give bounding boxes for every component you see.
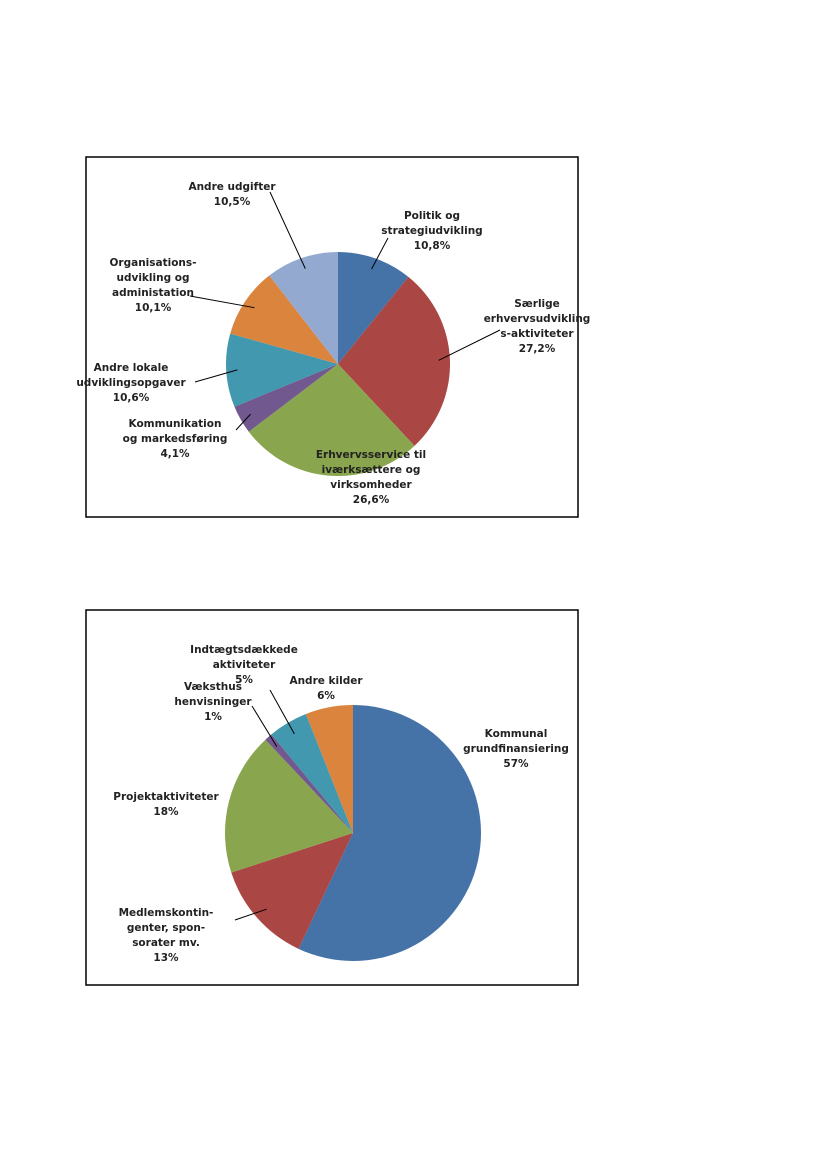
slice-label: Medlemskontin- [119,907,214,919]
slice-label: Projektaktiviteter [113,791,219,803]
pie-slice [230,275,338,364]
slice-label: administation [112,287,194,299]
slice-label: Politik og [404,210,460,222]
slice-label: udvikling og [117,272,190,284]
slice-label: Erhvervsservice til [316,449,426,461]
leader-line [269,191,306,269]
pie-slice [338,276,450,446]
slice-label: Kommunikation [129,418,222,430]
pie-slice [298,705,482,961]
slice-label: Indtægtsdækkede [190,644,298,656]
slice-label: Andre lokale [94,362,169,374]
leader-line [189,295,255,309]
pie-slice [265,734,353,833]
pie-slice [269,252,338,364]
slice-label: Særlige [514,298,560,310]
value-label: 10,8% [414,240,451,252]
value-label: 6% [317,690,335,702]
slice-label: Andre kilder [289,675,363,687]
slice-label: virksomheder [330,479,412,491]
leader-line [235,413,251,431]
leader-line [234,908,267,921]
slice-label: Væksthus [184,681,242,693]
slice-label: sorater mv. [132,937,200,949]
slice-label: grundfinansiering [463,743,569,755]
leader-line [194,369,238,383]
value-label: 10,5% [214,196,251,208]
value-label: 27,2% [519,343,556,355]
pie-slice [234,364,338,432]
slice-label: Organisations- [109,257,196,269]
pie-slice [305,705,353,833]
pie-slice [231,833,353,949]
pie-slice [226,333,338,407]
slice-label: Andre udgifter [188,181,276,193]
value-label: 26,6% [353,494,390,506]
value-label: 4,1% [160,448,190,460]
slice-label: aktiviteter [213,659,276,671]
value-label: 5% [235,674,253,686]
slice-label: udviklingsopgaver [76,377,186,389]
slice-label: iværksættere og [322,464,421,476]
leader-line [371,237,389,270]
pie-slice [271,713,353,833]
value-label: 57% [503,758,529,770]
slice-label: erhvervsudvikling [484,313,591,325]
value-label: 10,6% [113,392,150,404]
slice-label: genter, spon- [127,922,205,934]
value-label: 13% [153,952,179,964]
slice-label: og markedsføring [123,433,228,445]
leader-line [438,329,501,361]
value-label: 1% [204,711,222,723]
slice-label: henvisninger [174,696,252,708]
value-label: 18% [153,806,179,818]
slice-label: s-aktiviteter [500,328,574,340]
leader-line [251,705,278,747]
pie-slice [338,252,409,364]
pie-slice [225,739,353,873]
leader-line [269,689,295,735]
slice-label: strategiudvikling [381,225,482,237]
slice-label: Kommunal [485,728,548,740]
pie-slice [248,364,415,476]
value-label: 10,1% [135,302,172,314]
